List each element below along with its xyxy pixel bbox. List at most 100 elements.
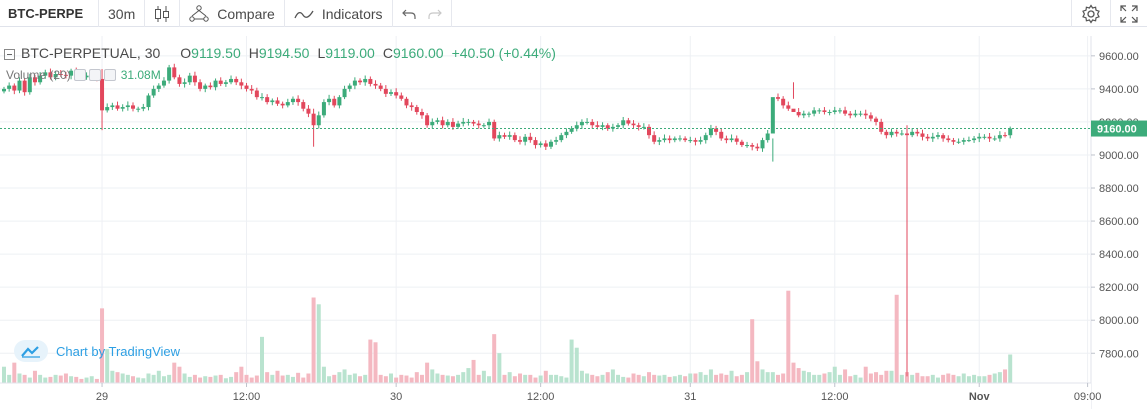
volume-bar — [703, 374, 708, 383]
compare-button[interactable]: Compare — [180, 0, 285, 27]
chart-style-button[interactable] — [145, 0, 181, 27]
volume-bar — [724, 374, 729, 383]
fullscreen-button[interactable] — [1111, 0, 1147, 27]
volume-bar — [708, 369, 713, 383]
candle-body — [373, 83, 378, 86]
settings-button[interactable] — [1071, 0, 1111, 27]
candle-body — [755, 146, 760, 149]
candle-body — [32, 77, 37, 83]
low-label: L — [317, 45, 326, 61]
indicators-button[interactable]: Indicators — [285, 0, 393, 27]
candle-body — [363, 78, 368, 83]
volume-bar — [538, 375, 543, 383]
volume-bar — [574, 347, 579, 383]
candle-body — [244, 85, 249, 89]
candle-body — [760, 140, 765, 149]
candle-body — [843, 110, 848, 114]
candle-body — [848, 113, 853, 116]
volume-bar — [368, 339, 373, 383]
candle-body — [806, 113, 811, 115]
interval-button[interactable]: 30m — [99, 0, 146, 27]
candle-body — [894, 131, 899, 134]
volume-bar — [440, 374, 445, 383]
volume-bar — [146, 373, 151, 383]
volume-remove-button[interactable] — [103, 69, 116, 81]
chart-pane[interactable]: 9600.009400.009200.009000.008800.008600.… — [0, 36, 1147, 409]
candle-body — [69, 70, 74, 76]
volume-bar — [992, 373, 997, 383]
candle-body — [290, 98, 295, 103]
volume-bar — [213, 375, 218, 383]
undo-icon[interactable] — [401, 7, 416, 21]
candle-body — [100, 78, 105, 111]
volume-bar — [389, 373, 393, 383]
volume-bar — [672, 376, 677, 383]
candle-body — [440, 120, 445, 126]
volume-bars — [2, 290, 1013, 383]
candle-body — [502, 135, 507, 137]
candle-body — [234, 78, 239, 83]
candle-body — [394, 92, 399, 96]
candle-body — [987, 136, 992, 139]
candle-body — [487, 121, 492, 126]
candle-body — [58, 74, 63, 76]
candle-body — [837, 110, 842, 112]
tradingview-logo-icon — [14, 340, 48, 362]
volume-bar — [414, 372, 419, 383]
volume-bar — [208, 376, 213, 383]
candle-body — [461, 121, 466, 124]
candle-body — [543, 143, 548, 147]
volume-bar — [63, 373, 68, 383]
candle-body — [435, 120, 440, 122]
volume-bar — [745, 372, 750, 383]
candle-body — [554, 140, 559, 142]
volume-bar — [781, 373, 786, 383]
candle-body — [672, 138, 677, 141]
candle-body — [84, 75, 89, 78]
volume-bar — [487, 376, 492, 383]
volume-bar — [280, 375, 285, 383]
volume-bar — [935, 377, 940, 383]
volume-hide-button[interactable] — [73, 69, 86, 81]
candle-body — [832, 110, 837, 113]
candle-body — [296, 98, 301, 103]
volume-bar — [161, 376, 166, 383]
volume-bar — [332, 374, 337, 383]
volume-bar — [641, 376, 646, 383]
candle-body — [801, 113, 806, 116]
redo-icon[interactable] — [427, 7, 442, 21]
candle-body — [683, 138, 688, 141]
candle-body — [213, 80, 218, 88]
price-chart[interactable]: 9600.009400.009200.009000.008800.008600.… — [0, 36, 1147, 409]
open-label: O — [180, 45, 192, 61]
collapse-legend-icon[interactable] — [4, 48, 15, 60]
candle-body — [786, 105, 791, 109]
candle-body — [337, 97, 342, 106]
candle-body — [53, 74, 58, 78]
candle-body — [492, 121, 497, 139]
last-price-label-bg — [1091, 120, 1147, 137]
volume-bar — [595, 376, 600, 383]
price-tick-label: 8000.00 — [1099, 315, 1139, 327]
candle-body — [688, 140, 693, 142]
gear-icon — [1081, 3, 1101, 24]
symbol-search-input[interactable]: BTC-PERPE — [0, 0, 99, 27]
volume-bar — [925, 376, 930, 383]
candle-body — [110, 105, 115, 108]
chart-legend: BTC-PERPETUAL, 30 O 9119.50 H 9194.50 L 911… — [4, 45, 564, 61]
volume-bar — [84, 377, 89, 383]
volume-bar — [435, 373, 440, 383]
candle-body — [812, 110, 817, 114]
last-price-label: 9160.00 — [1097, 124, 1137, 136]
candle-body — [115, 105, 120, 109]
price-axis: 9600.009400.009200.009000.008800.008600.… — [1090, 36, 1147, 409]
volume-settings-button[interactable] — [88, 69, 101, 81]
candle-body — [131, 105, 135, 109]
volume-bar — [172, 362, 177, 383]
tradingview-watermark[interactable]: Chart by TradingView — [14, 340, 180, 362]
volume-bar — [270, 374, 275, 383]
volume-bar — [889, 370, 894, 383]
candle-body — [977, 136, 982, 139]
fullscreen-icon — [1120, 4, 1138, 23]
volume-bar — [951, 374, 956, 383]
